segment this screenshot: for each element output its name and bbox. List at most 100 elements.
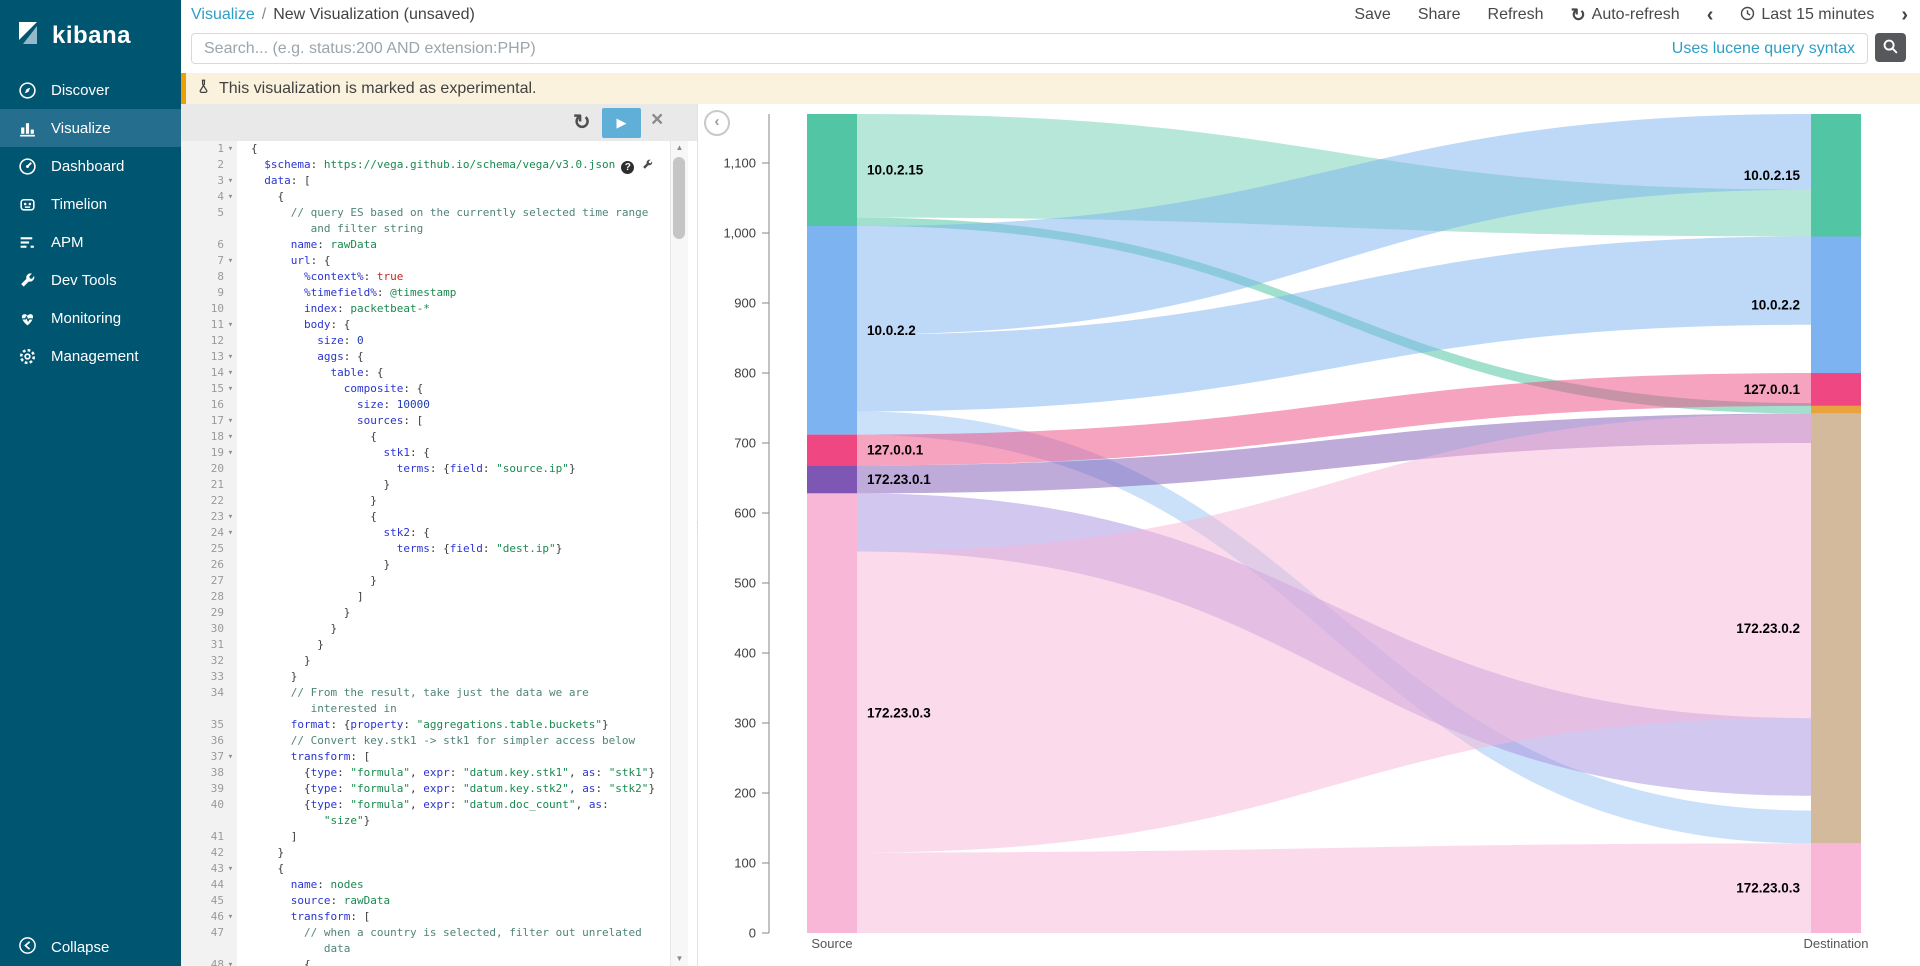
- vega-spec-editor[interactable]: 1▾{2 $schema: https://vega.github.io/sch…: [181, 141, 670, 966]
- editor-line-33[interactable]: 33 }: [181, 669, 670, 685]
- fold-caret-icon[interactable]: ▾: [224, 349, 237, 365]
- editor-line-36[interactable]: 36 // Convert key.stk1 -> stk1 for simpl…: [181, 733, 670, 749]
- sankey-node-172.23.0.3[interactable]: [1811, 843, 1861, 933]
- editor-line-45[interactable]: 45 source: rawData: [181, 893, 670, 909]
- editor-line-20[interactable]: 20 terms: {field: "source.ip"}: [181, 461, 670, 477]
- time-forward-button[interactable]: ›: [1901, 5, 1908, 25]
- fold-caret-icon[interactable]: ▾: [224, 189, 237, 205]
- editor-line-34[interactable]: 34 // From the result, take just the dat…: [181, 685, 670, 701]
- sankey-node-10.0.2.2[interactable]: [807, 226, 857, 435]
- fold-caret-icon[interactable]: ▾: [224, 381, 237, 397]
- editor-line-wrap[interactable]: interested in: [181, 701, 670, 717]
- editor-line-41[interactable]: 41 ]: [181, 829, 670, 845]
- editor-line-6[interactable]: 6 name: rawData: [181, 237, 670, 253]
- fold-caret-icon[interactable]: ▾: [224, 141, 237, 157]
- editor-line-29[interactable]: 29 }: [181, 605, 670, 621]
- editor-line-39[interactable]: 39 {type: "formula", expr: "datum.key.st…: [181, 781, 670, 797]
- sidebar-item-monitoring[interactable]: Monitoring: [0, 299, 181, 337]
- editor-line-35[interactable]: 35 format: {property: "aggregations.tabl…: [181, 717, 670, 733]
- editor-line-10[interactable]: 10 index: packetbeat-*: [181, 301, 670, 317]
- editor-line-27[interactable]: 27 }: [181, 573, 670, 589]
- editor-line-32[interactable]: 32 }: [181, 653, 670, 669]
- editor-line-9[interactable]: 9 %timefield%: @timestamp: [181, 285, 670, 301]
- sidebar-collapse-button[interactable]: Collapse: [0, 928, 181, 966]
- editor-line-47[interactable]: 47 // when a country is selected, filter…: [181, 925, 670, 941]
- scrollbar-thumb[interactable]: [673, 157, 685, 239]
- fold-caret-icon[interactable]: ▾: [224, 413, 237, 429]
- editor-run-button[interactable]: ▶: [602, 108, 641, 138]
- editor-line-42[interactable]: 42 }: [181, 845, 670, 861]
- fold-caret-icon[interactable]: ▾: [224, 253, 237, 269]
- lucene-syntax-link[interactable]: Uses lucene query syntax: [1672, 40, 1867, 58]
- sankey-node-127.0.0.1[interactable]: [807, 435, 857, 466]
- editor-line-1[interactable]: 1▾{: [181, 141, 670, 157]
- time-back-button[interactable]: ‹: [1707, 5, 1714, 25]
- sidebar-item-dashboard[interactable]: Dashboard: [0, 147, 181, 185]
- save-button[interactable]: Save: [1354, 6, 1390, 24]
- editor-line-46[interactable]: 46▾ transform: [: [181, 909, 670, 925]
- editor-line-3[interactable]: 3▾ data: [: [181, 173, 670, 189]
- fold-caret-icon[interactable]: ▾: [224, 317, 237, 333]
- editor-line-43[interactable]: 43▾ {: [181, 861, 670, 877]
- sankey-node-172.23.0.1[interactable]: [807, 465, 857, 493]
- sankey-node-10.0.2.15[interactable]: [1811, 114, 1861, 237]
- editor-reload-icon[interactable]: ↻: [573, 110, 591, 135]
- editor-line-19[interactable]: 19▾ stk1: {: [181, 445, 670, 461]
- search-submit-button[interactable]: [1875, 33, 1906, 62]
- sankey-node-unlabeled[interactable]: [1811, 406, 1861, 414]
- fold-caret-icon[interactable]: ▾: [224, 957, 237, 966]
- fold-caret-icon[interactable]: ▾: [224, 173, 237, 189]
- sidebar-item-timelion[interactable]: Timelion: [0, 185, 181, 223]
- editor-line-wrap[interactable]: "size"}: [181, 813, 670, 829]
- collapse-editor-icon[interactable]: ‹: [704, 110, 730, 136]
- sankey-node-172.23.0.2[interactable]: [1811, 414, 1861, 844]
- editor-line-23[interactable]: 23▾ {: [181, 509, 670, 525]
- editor-line-2[interactable]: 2 $schema: https://vega.github.io/schema…: [181, 157, 670, 173]
- fold-caret-icon[interactable]: ▾: [224, 861, 237, 877]
- fold-caret-icon[interactable]: ▾: [224, 509, 237, 525]
- scroll-up-arrow[interactable]: ▲: [671, 141, 688, 155]
- sankey-node-127.0.0.1[interactable]: [1811, 373, 1861, 406]
- sankey-node-10.0.2.2[interactable]: [1811, 237, 1861, 374]
- fold-caret-icon[interactable]: ▾: [224, 445, 237, 461]
- refresh-button[interactable]: Refresh: [1488, 6, 1544, 24]
- editor-line-wrap[interactable]: and filter string: [181, 221, 670, 237]
- editor-line-44[interactable]: 44 name: nodes: [181, 877, 670, 893]
- editor-line-25[interactable]: 25 terms: {field: "dest.ip"}: [181, 541, 670, 557]
- share-button[interactable]: Share: [1418, 6, 1461, 24]
- editor-line-13[interactable]: 13▾ aggs: {: [181, 349, 670, 365]
- editor-line-4[interactable]: 4▾ {: [181, 189, 670, 205]
- editor-line-17[interactable]: 17▾ sources: [: [181, 413, 670, 429]
- fold-caret-icon[interactable]: ▾: [224, 365, 237, 381]
- editor-line-11[interactable]: 11▾ body: {: [181, 317, 670, 333]
- sidebar-item-apm[interactable]: APM: [0, 223, 181, 261]
- sankey-node-172.23.0.3[interactable]: [807, 493, 857, 933]
- editor-line-wrap[interactable]: data: [181, 941, 670, 957]
- editor-line-30[interactable]: 30 }: [181, 621, 670, 637]
- editor-close-icon[interactable]: ×: [651, 108, 663, 132]
- scroll-down-arrow[interactable]: ▼: [671, 952, 688, 966]
- sidebar-item-visualize[interactable]: Visualize: [0, 109, 181, 147]
- editor-line-5[interactable]: 5 // query ES based on the currently sel…: [181, 205, 670, 221]
- editor-line-40[interactable]: 40 {type: "formula", expr: "datum.doc_co…: [181, 797, 670, 813]
- editor-line-22[interactable]: 22 }: [181, 493, 670, 509]
- sankey-node-10.0.2.15[interactable]: [807, 114, 857, 226]
- editor-line-48[interactable]: 48▾ {: [181, 957, 670, 966]
- editor-line-26[interactable]: 26 }: [181, 557, 670, 573]
- editor-line-28[interactable]: 28 ]: [181, 589, 670, 605]
- sidebar-item-management[interactable]: Management: [0, 337, 181, 375]
- search-input[interactable]: [192, 40, 1672, 58]
- editor-line-37[interactable]: 37▾ transform: [: [181, 749, 670, 765]
- editor-line-38[interactable]: 38 {type: "formula", expr: "datum.key.st…: [181, 765, 670, 781]
- schema-help-icon[interactable]: ?: [621, 161, 634, 174]
- auto-refresh-button[interactable]: ↻ Auto-refresh: [1571, 6, 1680, 24]
- editor-line-15[interactable]: 15▾ composite: {: [181, 381, 670, 397]
- sidebar-item-dev-tools[interactable]: Dev Tools: [0, 261, 181, 299]
- wrench-icon[interactable]: [641, 161, 654, 174]
- fold-caret-icon[interactable]: ▾: [224, 525, 237, 541]
- fold-caret-icon[interactable]: ▾: [224, 749, 237, 765]
- kibana-logo[interactable]: kibana: [0, 0, 181, 71]
- sidebar-item-discover[interactable]: Discover: [0, 71, 181, 109]
- editor-line-31[interactable]: 31 }: [181, 637, 670, 653]
- editor-line-24[interactable]: 24▾ stk2: {: [181, 525, 670, 541]
